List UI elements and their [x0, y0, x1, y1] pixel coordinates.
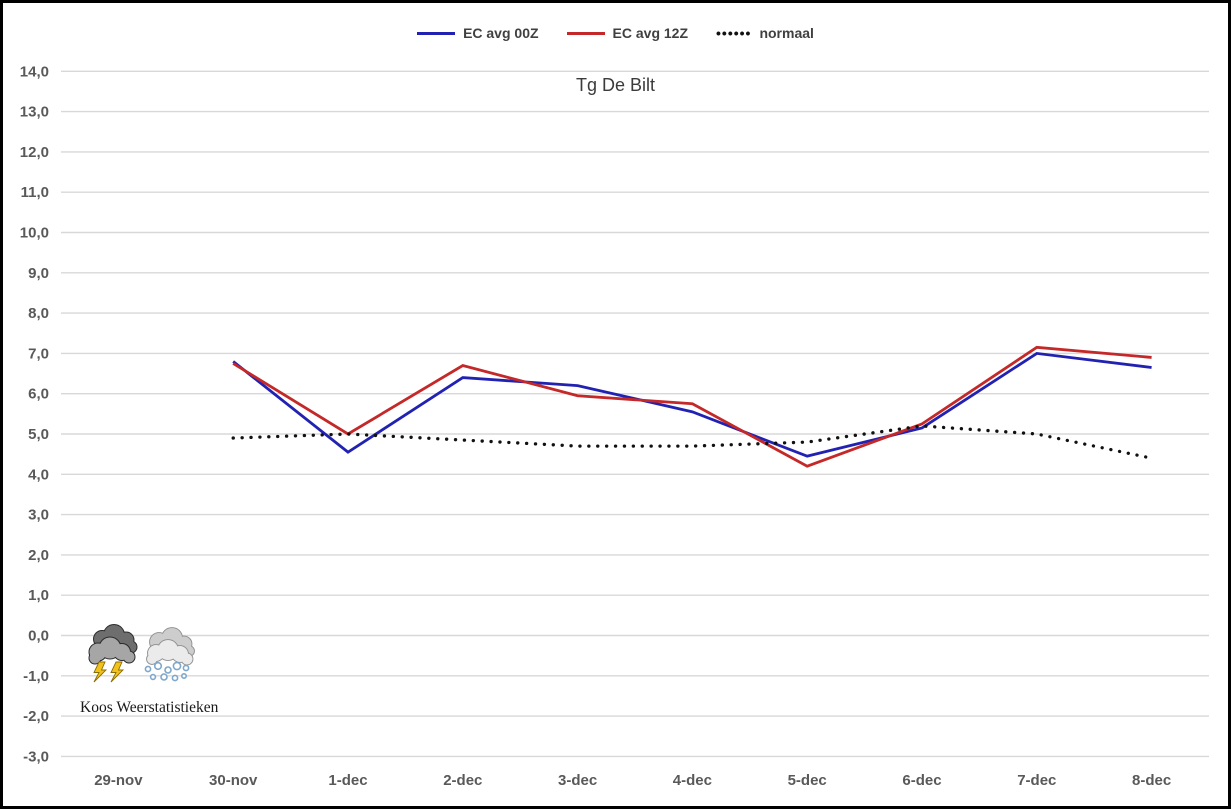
y-tick-label: 9,0 [28, 265, 49, 282]
x-tick-label: 8-dec [1132, 772, 1171, 789]
y-tick-label: 0,0 [28, 628, 49, 645]
legend-item-ec-avg-12z: EC avg 12Z [566, 25, 689, 41]
legend-label: normaal [759, 25, 814, 41]
y-tick-label: 6,0 [28, 386, 49, 403]
legend-label: EC avg 12Z [612, 25, 689, 41]
chart-canvas: 14,0 13,0 12,0 11,0 10,0 9,0 8,0 7,0 6,0 5,0 4,0 3,… [20, 63, 1209, 789]
y-tick-label: 7,0 [28, 345, 49, 362]
y-tick-label: -3,0 [23, 748, 49, 765]
x-tick-label: 29-nov [94, 772, 143, 789]
series-line-normaal [231, 424, 1154, 460]
chart-title: Tg De Bilt [575, 75, 656, 95]
y-tick-label: 12,0 [20, 144, 49, 161]
x-tick-label: 2-dec [443, 772, 482, 789]
legend-item-normaal: •••••• normaal [716, 25, 814, 41]
legend-label: EC avg 00Z [463, 25, 539, 41]
y-tick-label: 10,0 [20, 225, 49, 242]
series-line-ec-avg-00z [232, 351, 1152, 458]
x-tick-label: 1-dec [328, 772, 367, 789]
y-tick-label: 1,0 [28, 587, 49, 604]
x-tick-label: 6-dec [902, 772, 941, 789]
y-tick-label: 5,0 [28, 426, 49, 443]
y-tick-label: 14,0 [20, 63, 49, 80]
y-tick-label: 13,0 [20, 104, 49, 121]
x-tick-label: 3-dec [558, 772, 597, 789]
y-tick-label: -1,0 [23, 668, 49, 685]
x-tick-label: 4-dec [673, 772, 712, 789]
series-line-ec-avg-12z [232, 345, 1152, 468]
x-tick-label: 5-dec [788, 772, 827, 789]
x-tick-label: 7-dec [1017, 772, 1056, 789]
legend-line-sample-red [566, 31, 605, 35]
legend: EC avg 00Z EC avg 12Z •••••• normaal [3, 25, 1228, 41]
x-tick-label: 30-nov [209, 772, 258, 789]
y-tick-label: 8,0 [28, 305, 49, 322]
y-tick-label: 2,0 [28, 547, 49, 564]
y-tick-label: 3,0 [28, 507, 49, 524]
legend-line-sample-blue [417, 31, 456, 35]
snow-icon [144, 627, 195, 682]
y-tick-label: 11,0 [21, 184, 49, 201]
legend-dotted-sample: •••••• [716, 25, 752, 41]
thunderstorm-icon [88, 624, 138, 683]
y-tick-label: 4,0 [28, 466, 49, 483]
watermark-text: Koos Weerstatistieken [80, 699, 219, 716]
legend-item-ec-avg-00z: EC avg 00Z [417, 25, 539, 41]
y-tick-label: -2,0 [23, 708, 49, 725]
